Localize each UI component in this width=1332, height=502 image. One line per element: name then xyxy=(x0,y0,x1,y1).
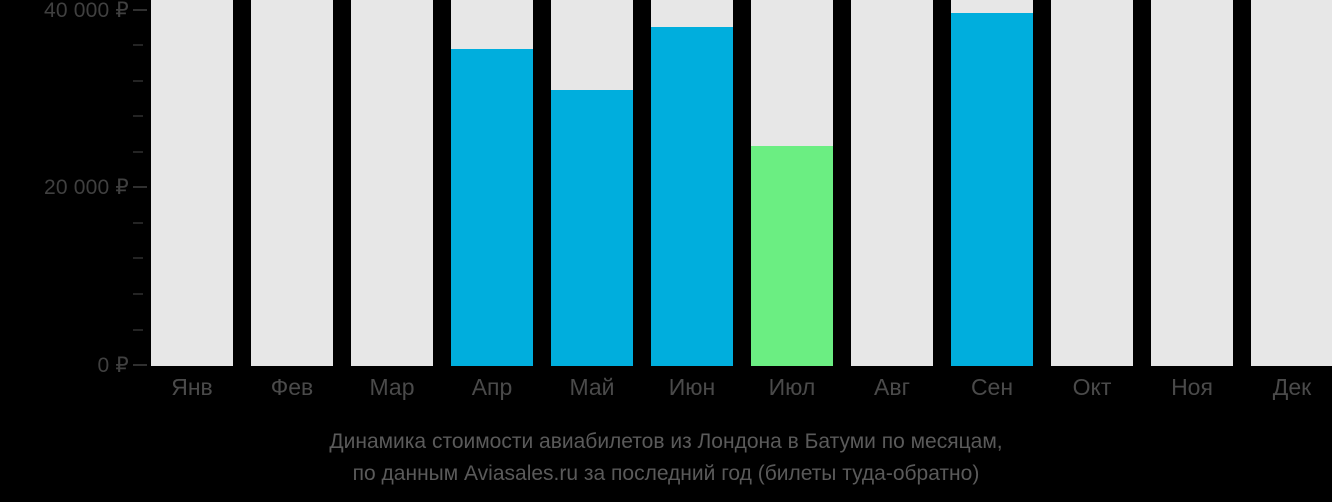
x-label-mar: Мар xyxy=(369,374,415,400)
bar-track xyxy=(1151,0,1233,366)
bar-slot-mar[interactable] xyxy=(351,0,433,367)
bar-sep[interactable] xyxy=(951,13,1033,366)
x-label-feb: Фев xyxy=(270,374,314,400)
bar-may[interactable] xyxy=(551,90,633,366)
bar-slot-aug[interactable] xyxy=(851,0,933,367)
bar-slot-may[interactable] xyxy=(551,0,633,367)
x-label-aug: Авг xyxy=(874,374,910,400)
bar-slot-jan[interactable] xyxy=(151,0,233,367)
y-tick-label: 20 000 ₽ xyxy=(43,175,129,199)
x-label-jun: Июн xyxy=(668,374,716,400)
y-axis: 40 000 ₽ 20 000 ₽ 0 ₽ xyxy=(0,0,151,376)
y-tick-mark-icon xyxy=(133,151,143,153)
bar-track xyxy=(251,0,333,366)
x-label-oct: Окт xyxy=(1072,374,1112,400)
bar-track xyxy=(851,0,933,366)
chart-caption: Динамика стоимости авиабилетов из Лондон… xyxy=(0,426,1332,490)
plot-area: 40 000 ₽ 20 000 ₽ 0 ₽ xyxy=(0,0,1332,376)
bar-apr[interactable] xyxy=(451,49,533,366)
x-label-may: Май xyxy=(569,374,615,400)
y-tick-mark-icon xyxy=(133,9,147,11)
y-tick-label: 0 ₽ xyxy=(97,353,129,377)
x-axis: Янв Фев Мар Апр Май Июн Июл Авг Сен Окт … xyxy=(151,372,1332,408)
bar-track xyxy=(151,0,233,366)
bar-slot-feb[interactable] xyxy=(251,0,333,367)
y-tick-label: 40 000 ₽ xyxy=(43,0,129,22)
bar-track xyxy=(351,0,433,366)
bar-slot-sep[interactable] xyxy=(951,0,1033,367)
caption-line-2: по данным Aviasales.ru за последний год … xyxy=(352,462,980,485)
x-label-apr: Апр xyxy=(471,374,513,400)
bar-track xyxy=(1251,0,1332,366)
y-tick-mark-icon xyxy=(133,44,143,46)
y-tick-mark-icon xyxy=(133,329,143,331)
y-tick-mark-icon xyxy=(133,293,143,295)
x-label-dec: Дек xyxy=(1272,374,1312,400)
x-label-sep: Сен xyxy=(970,374,1014,400)
bar-slot-oct[interactable] xyxy=(1051,0,1133,367)
bar-track xyxy=(1051,0,1133,366)
y-tick-mark-icon xyxy=(133,115,143,117)
x-label-jan: Янв xyxy=(171,374,213,400)
bar-slot-jun[interactable] xyxy=(651,0,733,367)
y-tick-mark-icon xyxy=(133,364,147,366)
y-tick-mark-icon xyxy=(133,80,143,82)
bar-slot-dec[interactable] xyxy=(1251,0,1332,367)
x-label-nov: Ноя xyxy=(1171,374,1213,400)
bar-slot-jul[interactable] xyxy=(751,0,833,367)
caption-line-1: Динамика стоимости авиабилетов из Лондон… xyxy=(329,430,1003,453)
y-tick-mark-icon xyxy=(133,186,147,188)
bar-jul-cheapest[interactable] xyxy=(751,146,833,366)
bar-slot-nov[interactable] xyxy=(1151,0,1233,367)
y-tick-mark-icon xyxy=(133,257,143,259)
x-label-jul: Июл xyxy=(768,374,816,400)
y-tick-mark-icon xyxy=(133,222,143,224)
bar-slot-apr[interactable] xyxy=(451,0,533,367)
bar-jun[interactable] xyxy=(651,27,733,366)
bar-series xyxy=(151,0,1332,367)
